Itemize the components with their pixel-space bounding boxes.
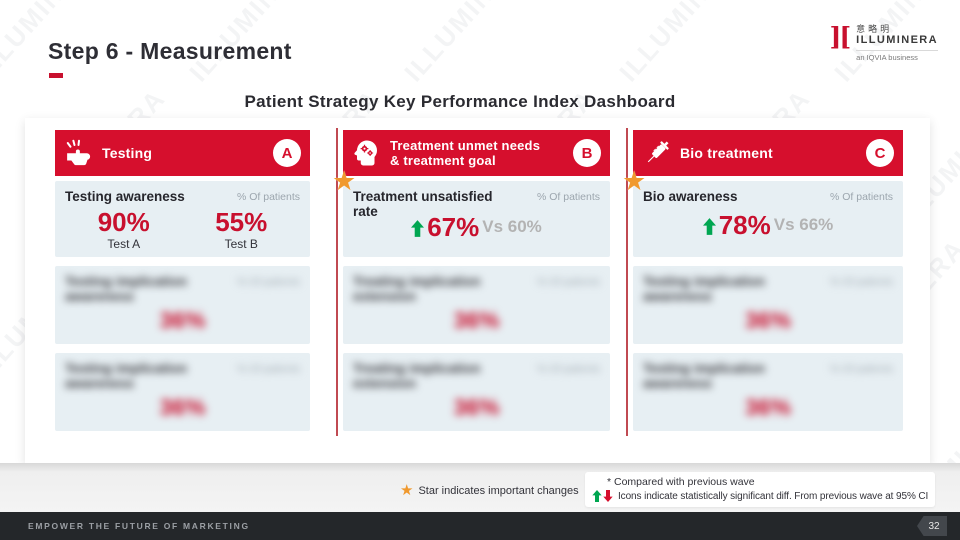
column-header-treatment: Treatment unmet needs & treatment goal B [343,130,610,176]
column-divider [336,128,338,436]
blurred-kpi-card: Testing implication awareness % Of patie… [55,353,310,431]
blurred-card-title: Treating implication extension [353,361,481,391]
kpi-column-bio: Bio treatment C ★ Bio awareness % Of pat… [622,130,903,431]
blurred-kpi-card: Treating implication extension % Of pati… [343,266,610,344]
blurred-card-unit: % Of patients [536,276,600,288]
kpi-unit-label: % Of patients [829,191,893,203]
trend-comparison: Vs 66% [773,215,834,234]
watermark-text: ILLUMINERA [613,0,757,88]
hand-click-icon [66,139,91,166]
blurred-card-unit: % Of patients [536,363,600,375]
syringe-icon [647,141,669,163]
blurred-card-value: 36% [159,307,206,333]
blurred-card-unit: % Of patients [829,276,893,288]
watermark-text: ILLUMINERA [398,0,542,88]
kpi-value-label-test-a: Test A [107,237,141,251]
kpi-value-test-b: 55% [215,207,268,237]
column-divider [626,128,628,436]
column-header-testing: Testing A [55,130,310,176]
illuminera-logo: ][ 意略明 ILLUMINERA an IQVIA business [829,22,938,62]
kpi-title: Bio awareness [643,189,738,204]
legend-down-icon [603,490,613,502]
legend-star-text: Star indicates important changes [418,485,579,497]
blurred-kpi-card: Testing implication awareness % Of patie… [633,353,903,431]
blurred-card-title: Testing implication awareness [65,361,188,391]
blurred-card-unit: % Of patients [829,363,893,375]
legend-star-icon: ★ [400,482,414,499]
trend-value: 78% [718,210,771,240]
kpi-title: Treatment unsatisfied rate [353,189,493,219]
column-header-label: Bio treatment [680,144,773,161]
column-header-bio: Bio treatment C [633,130,903,176]
column-header-label: Treatment unmet needs & treatment goal [390,138,541,168]
title-accent-dash [49,73,63,78]
important-star-icon: ★ [622,166,647,196]
kpi-card-treatment-unsatisfied: ★ Treatment unsatisfied rate % Of patien… [332,168,610,257]
trend-up-icon [702,217,716,235]
dashboard-subtitle: Patient Strategy Key Performance Index D… [244,92,676,111]
blurred-card-value: 36% [744,307,792,333]
footer-bar: EMPOWER THE FUTURE OF MARKETING 32 [0,512,960,540]
blurred-card-title: Testing implication awareness [643,361,766,391]
legend-up-icon [592,490,602,502]
footer-tagline: EMPOWER THE FUTURE OF MARKETING [28,521,250,531]
blurred-kpi-card: Testing implication awareness % Of patie… [633,266,903,344]
logo-tagline: an IQVIA business [856,50,938,62]
page-number: 32 [928,520,940,532]
blurred-card-unit: % Of patients [236,363,300,375]
logo-cjk-text: 意略明 [856,24,893,34]
kpi-column-testing: Testing A Testing awareness % Of patient… [55,130,310,431]
blurred-card-title: Testing implication awareness [643,274,766,304]
kpi-unit-label: % Of patients [536,191,600,203]
trend-comparison: Vs 60% [482,217,542,236]
blurred-card-value: 36% [159,394,206,420]
blurred-card-title: Testing implication awareness [65,274,188,304]
kpi-card-testing-awareness: Testing awareness % Of patients 90% Test… [55,181,310,257]
page-number-tag: 32 [917,516,947,536]
trend-up-icon [411,219,425,237]
logo-name: ILLUMINERA [856,34,938,46]
kpi-value-test-a: 90% [97,207,150,237]
blurred-card-value: 36% [744,394,792,420]
column-badge-b: B [573,139,601,167]
kpi-column-treatment: Treatment unmet needs & treatment goal B… [332,130,610,431]
page-title: Step 6 - Measurement [48,38,292,64]
legend-icons-text: Icons indicate statistically significant… [618,490,929,502]
head-gears-icon [354,140,377,166]
column-badge-a: A [273,139,301,167]
blurred-card-value: 36% [453,394,500,420]
kpi-value-label-test-b: Test B [224,237,258,251]
column-badge-c: C [866,139,894,167]
legend-note-box: * Compared with previous wave Icons indi… [585,472,935,507]
important-star-icon: ★ [332,166,357,196]
kpi-title: Testing awareness [65,189,185,204]
legend-star: ★ Star indicates important changes [400,482,579,499]
trend-value: 67% [427,212,480,242]
blurred-kpi-card: Testing implication awareness % Of patie… [55,266,310,344]
column-header-label: Testing [102,144,153,161]
kpi-card-bio-awareness: ★ Bio awareness % Of patients 78% Vs 66% [622,168,903,257]
blurred-card-title: Treating implication extension [353,274,481,304]
logo-brackets-icon: ][ [829,22,852,51]
blurred-card-value: 36% [453,307,500,333]
blurred-kpi-card: Treating implication extension % Of pati… [343,353,610,431]
blurred-card-unit: % Of patients [236,276,300,288]
kpi-unit-label: % Of patients [236,191,300,203]
legend-compared-text: * Compared with previous wave [607,476,755,488]
